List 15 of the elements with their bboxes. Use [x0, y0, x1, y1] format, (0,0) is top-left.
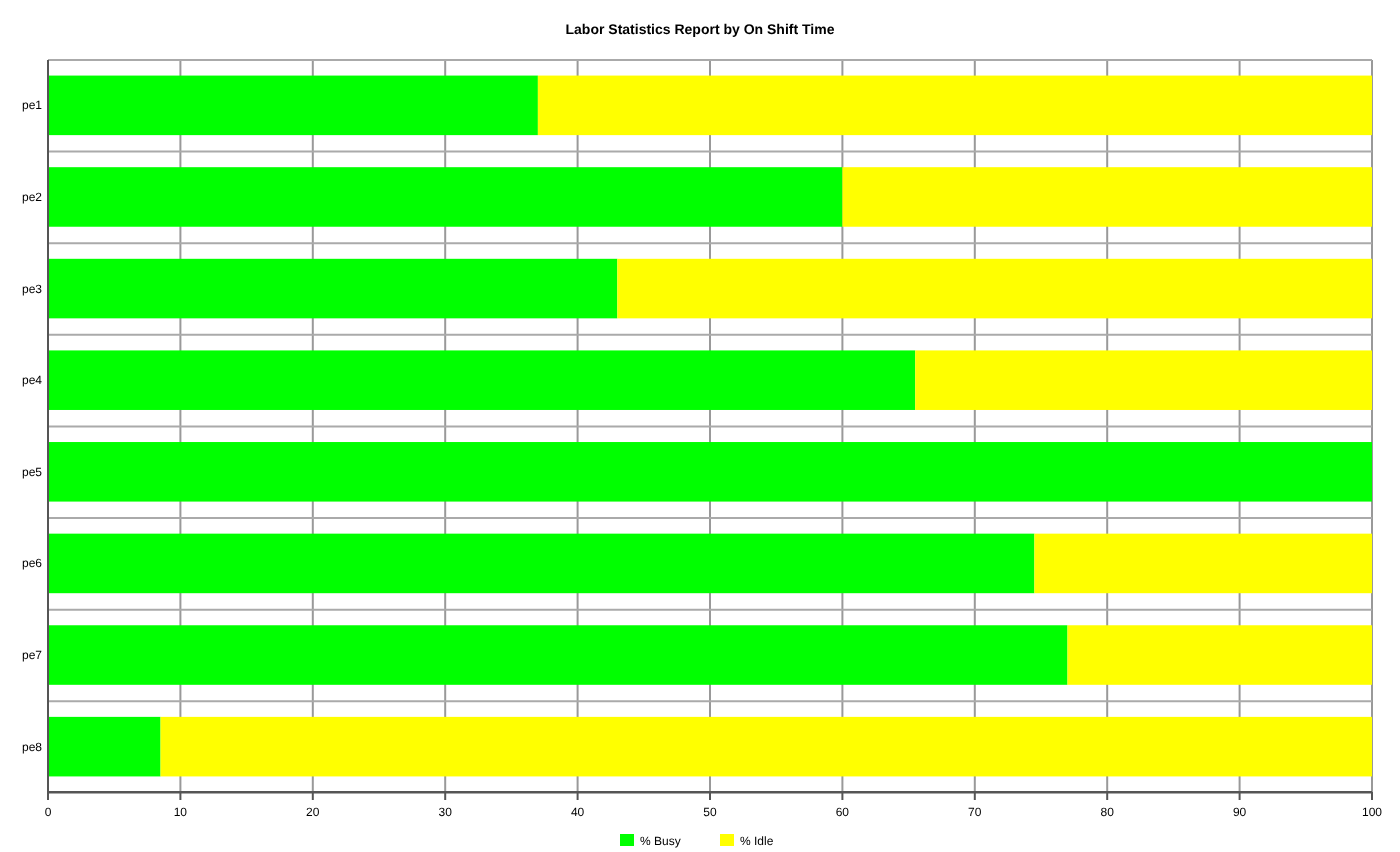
- bar: [842, 167, 1372, 227]
- bar: [48, 167, 843, 227]
- bar: [1034, 533, 1372, 594]
- bar: [48, 533, 1035, 594]
- bar: [1067, 625, 1372, 685]
- bar: [48, 625, 1068, 685]
- bar: [537, 75, 1372, 136]
- bar: [48, 350, 916, 410]
- bar: [160, 716, 1372, 777]
- bar: [617, 258, 1372, 319]
- bar: [48, 442, 1372, 502]
- bar: [48, 75, 538, 136]
- bar: [48, 258, 618, 319]
- bar: [48, 716, 161, 777]
- bar: [915, 350, 1372, 410]
